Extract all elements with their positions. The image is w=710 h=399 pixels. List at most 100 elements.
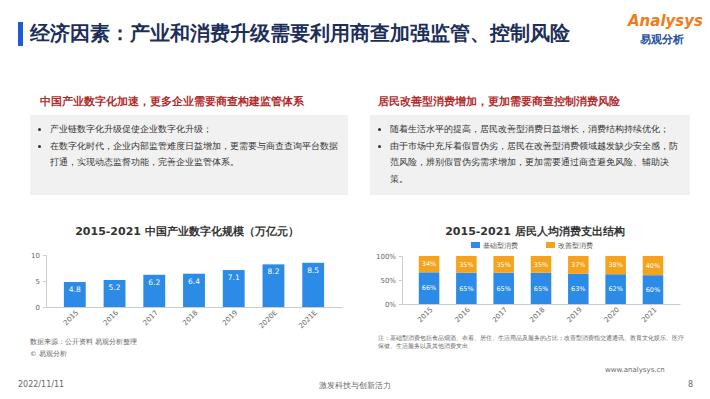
plot: 0%50%100%201520162017201820192020202166%…: [376, 253, 681, 324]
x-tick-label: 2016: [102, 308, 121, 327]
x-tick: 2019: [566, 304, 584, 324]
x-tick-label: 2018: [181, 309, 199, 327]
x-tick: 2015: [416, 304, 434, 324]
data-label: 38%: [608, 261, 622, 269]
x-tick: 2018: [528, 304, 546, 324]
x-tick-label: 2018: [528, 306, 546, 324]
x-tick-label: 2017: [491, 306, 509, 324]
panel-heading: 中国产业数字化加速，更多企业需要商查构建监管体系: [40, 95, 304, 109]
legend-label: 基础型消费: [483, 242, 518, 250]
x-tick-label: 2019: [566, 306, 584, 324]
x-tick: 2015: [62, 307, 80, 327]
x-axis-line: [403, 304, 681, 305]
bar: [568, 256, 589, 274]
data-label: 65%: [459, 285, 473, 293]
data-label: 6.4: [188, 277, 200, 286]
legend-item: 基础型消费: [471, 242, 518, 250]
chart-title: 2015-2021 中国产业数字化规模（万亿元）: [27, 224, 347, 239]
bar: [419, 272, 440, 304]
data-label: 62%: [608, 285, 622, 293]
data-label: 7.1: [228, 273, 240, 282]
y-tick: 0: [36, 304, 46, 312]
x-tick-label: 2017: [142, 309, 160, 327]
y-tick-mark: [399, 280, 402, 281]
data-label: 65%: [534, 285, 548, 293]
bar: [143, 275, 165, 307]
page-number: 8: [688, 380, 693, 389]
x-tick: 2019: [221, 307, 239, 327]
data-label: 6.2: [148, 278, 160, 287]
bar: [605, 256, 626, 274]
logo-cn: 易观分析: [640, 32, 684, 47]
legend-swatch: [471, 242, 480, 248]
y-tick-mark: [43, 281, 46, 282]
annotation: © 易观分析: [30, 350, 67, 359]
data-label: 60%: [646, 286, 660, 294]
title-bar: [18, 22, 23, 46]
bar: [419, 256, 440, 272]
bullet-list: 随着生活水平的提高，居民改善型消费日益增长，消费结构持续优化；由于市场中充斥着假…: [376, 121, 680, 188]
data-label: 5.2: [109, 283, 121, 292]
data-label: 4.8: [69, 285, 81, 294]
bar: [302, 263, 324, 307]
x-tick: 2016: [102, 307, 121, 327]
bullet-list: 产业链数字化升级促使企业数字化升级；在数字化时代，企业内部监管难度日益增加，更需…: [36, 121, 338, 171]
x-axis: 2015 2016 2017 2018 2019 2020E 2021E: [47, 307, 343, 330]
y-tick-label: 0%: [385, 301, 396, 309]
x-tick-label: 2021E: [297, 309, 318, 330]
x-tick: 2017: [142, 307, 160, 327]
x-tick: 2017: [491, 304, 509, 324]
bar: [531, 273, 552, 304]
chart: 0%50%100%201520162017201820192020202166%…: [370, 236, 690, 332]
bar: [104, 280, 126, 307]
bar: [456, 273, 477, 304]
bar: [605, 274, 626, 304]
bullet: 随着生活水平的提高，居民改善型消费日益增长，消费结构持续优化；: [390, 121, 680, 138]
bullet: 在数字化时代，企业内部监管难度日益增加，更需要与商查查询平台数据打通，实现动态监…: [50, 138, 338, 171]
bar: [568, 274, 589, 304]
x-tick-label: 2020E: [258, 309, 279, 330]
x-tick-label: 2019: [221, 309, 239, 327]
y-tick: 50%: [380, 277, 402, 285]
x-tick: 2021E: [297, 307, 318, 330]
annotation: 数据来源：公开资料 易观分析整理: [30, 338, 137, 347]
data-labels: 4.85.26.26.47.18.28.5: [69, 266, 320, 294]
bar: [64, 282, 86, 307]
y-tick-mark: [399, 304, 402, 305]
y-tick-mark: [43, 307, 46, 308]
bar: [531, 256, 552, 273]
legend-item: 改善型消费: [546, 241, 593, 250]
data-label: 65%: [496, 285, 510, 293]
y-tick-label: 0: [36, 304, 40, 312]
y-axis: 0 5 10: [31, 252, 46, 312]
bar: [643, 256, 664, 275]
y-tick-label: 10: [31, 252, 40, 260]
data-label: 35%: [459, 261, 473, 269]
y-tick: 100%: [376, 253, 402, 261]
chart-title: 2015-2021 居民人均消费支出结构: [375, 224, 695, 239]
data-label: 63%: [571, 285, 585, 293]
footer-date: 2022/11/11: [18, 380, 64, 389]
y-tick-label: 5: [36, 278, 40, 286]
plot: 0 5 10 2015 2016 2017 2018 2019 2020E 2021E 4.8 5.2…: [31, 252, 342, 330]
logo: Analysys: [628, 12, 703, 30]
bar: [223, 270, 245, 307]
x-tick-label: 2015: [62, 309, 80, 327]
bullet: 由于市场中充斥着假冒伪劣，居民在改善型消费领域越发缺少安全感，防范风险，辨别假冒…: [390, 138, 680, 188]
bullet: 产业链数字化升级促使企业数字化升级；: [50, 121, 338, 138]
x-tick-label: 2015: [416, 306, 434, 324]
y-tick-label: 50%: [380, 277, 396, 285]
bars: [64, 263, 324, 307]
data-label: 34%: [422, 260, 436, 268]
y-tick-label: 100%: [376, 253, 396, 261]
bar: [263, 264, 285, 307]
footer-url: www.analysys.cn: [605, 366, 665, 374]
bullet-box: 随着生活水平的提高，居民改善型消费日益增长，消费结构持续优化；由于市场中充斥着假…: [370, 115, 690, 195]
x-tick-label: 2020: [603, 306, 621, 324]
bullet-box: 产业链数字化升级促使企业数字化升级；在数字化时代，企业内部监管难度日益增加，更需…: [30, 115, 348, 195]
x-tick: 2016: [454, 304, 473, 324]
panel-heading: 居民改善型消费增加，更加需要商查控制消费风险: [378, 95, 620, 109]
data-label: 35%: [534, 261, 548, 269]
data-label: 37%: [571, 261, 585, 269]
data-label: 8.5: [307, 266, 319, 275]
